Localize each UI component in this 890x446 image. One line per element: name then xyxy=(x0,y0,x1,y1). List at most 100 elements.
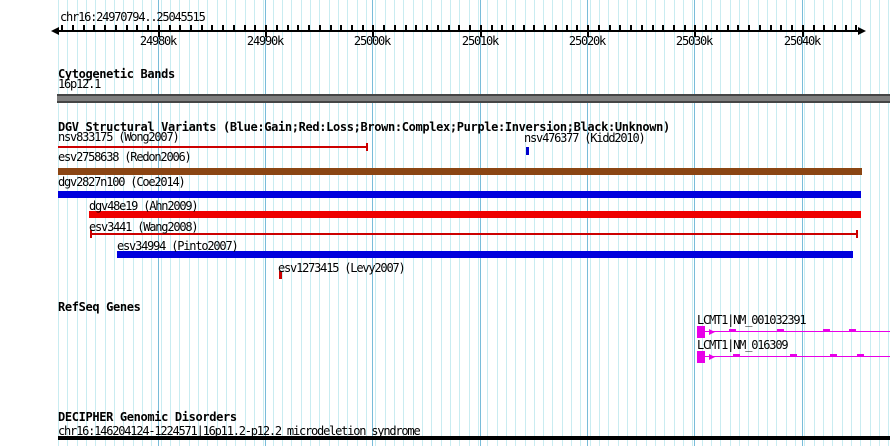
gridline-minor xyxy=(449,0,451,446)
ruler-tick-minor xyxy=(705,25,707,31)
ruler-tick-minor xyxy=(523,25,525,31)
gridline-minor xyxy=(571,0,573,446)
gridline-minor xyxy=(543,0,545,446)
LCMT1-NM_001032391-intron-line[interactable] xyxy=(705,331,890,332)
nsv476377-point[interactable] xyxy=(526,147,529,155)
LCMT1-NM_001032391-exon-block[interactable] xyxy=(697,326,705,338)
gridline-minor xyxy=(412,0,414,446)
gridline-minor xyxy=(431,0,433,446)
gridline-minor xyxy=(76,0,78,446)
ruler-tick-minor xyxy=(308,25,310,31)
gridline-minor xyxy=(197,0,199,446)
gridline-minor xyxy=(496,0,498,446)
ruler-tick-minor xyxy=(93,25,95,31)
ruler-tick-major xyxy=(480,25,482,37)
gridline-minor xyxy=(505,0,507,446)
cytogenetic-header: Cytogenetic Bands xyxy=(58,67,175,81)
gridline-minor xyxy=(328,0,330,446)
ruler-tick-major xyxy=(802,25,804,37)
ruler-tick-minor xyxy=(469,25,471,31)
gridline-minor xyxy=(599,0,601,446)
ruler-tick-major xyxy=(265,25,267,37)
ruler-tick-minor xyxy=(244,25,246,31)
gridline-minor xyxy=(785,0,787,446)
dgv48e19-bar[interactable] xyxy=(89,211,861,218)
esv34994-bar[interactable] xyxy=(117,251,853,258)
LCMT1-NM_001032391-exon-mark xyxy=(823,329,830,332)
gridline-minor xyxy=(459,0,461,446)
dgv2827n100-bar[interactable] xyxy=(58,191,861,198)
gridline-minor xyxy=(291,0,293,446)
LCMT1-NM_016309-intron-line[interactable] xyxy=(705,356,890,357)
gridline-minor xyxy=(879,0,881,446)
decipher-entry-label: chr16:146204124-1224571|16p11.2-p12.2 mi… xyxy=(58,424,421,438)
gridline-minor xyxy=(123,0,125,446)
ruler-tick-minor xyxy=(211,25,213,31)
gridline-minor xyxy=(104,0,106,446)
LCMT1-NM_016309-exon-block[interactable] xyxy=(697,351,705,363)
gridline-minor xyxy=(319,0,321,446)
ruler-tick-minor xyxy=(501,25,503,31)
ruler-tick-minor xyxy=(136,25,138,31)
nsv833175-line[interactable] xyxy=(58,146,367,148)
esv3441-line[interactable] xyxy=(90,233,857,235)
LCMT1-NM_016309-exon-mark xyxy=(790,354,797,357)
gridline-minor xyxy=(179,0,181,446)
gridline-minor xyxy=(440,0,442,446)
ruler-tick-minor xyxy=(512,25,514,31)
gridline-minor xyxy=(85,0,87,446)
refseq-header: RefSeq Genes xyxy=(58,300,141,314)
gridline-minor xyxy=(692,0,694,446)
gridline-minor xyxy=(720,0,722,446)
decipher-disorder-bar[interactable] xyxy=(58,436,890,440)
ruler-tick-minor xyxy=(458,25,460,31)
gridline-minor xyxy=(561,0,563,446)
gridline-minor xyxy=(813,0,815,446)
gridline-minor xyxy=(421,0,423,446)
gridline-minor xyxy=(823,0,825,446)
gridline-minor xyxy=(711,0,713,446)
gridline-minor xyxy=(58,0,59,446)
ruler-tick-minor xyxy=(684,25,686,31)
ruler-tick-minor xyxy=(83,25,85,31)
gridline-minor xyxy=(188,0,190,446)
ruler-axis-line xyxy=(58,30,860,32)
ruler-tick-minor xyxy=(855,25,857,31)
gridline-minor xyxy=(207,0,209,446)
gridline-minor xyxy=(95,0,97,446)
ruler-tick-minor xyxy=(104,25,106,31)
cytoband-bar[interactable] xyxy=(57,94,890,103)
gridline-minor xyxy=(225,0,227,446)
esv2758638-bar[interactable] xyxy=(58,168,862,175)
ruler-tick-minor xyxy=(609,25,611,31)
LCMT1-NM_016309-exon-mark xyxy=(857,354,864,357)
variant-label: esv1273415 (Levy2007) xyxy=(278,261,406,275)
gridline-minor xyxy=(151,0,153,446)
ruler-tick-minor xyxy=(233,25,235,31)
gridline-minor xyxy=(627,0,629,446)
ruler-tick-minor xyxy=(662,25,664,31)
gridline-major xyxy=(694,0,695,446)
cytoband-label: 16p12.1 xyxy=(58,77,101,91)
ruler-tick-minor xyxy=(716,25,718,31)
ruler-tick-minor xyxy=(61,25,63,31)
gridline-minor xyxy=(244,0,246,446)
variant-label: esv2758638 (Redon2006) xyxy=(58,150,192,164)
gridline-minor xyxy=(673,0,675,446)
nsv833175-end-tick xyxy=(366,143,368,151)
locus-title: chr16:24970794..25045515 xyxy=(60,10,206,24)
ruler-tick-minor xyxy=(748,25,750,31)
gridline-minor xyxy=(384,0,386,446)
variant-label: dgv48e19 (Ahn2009) xyxy=(89,199,199,213)
esv1273415-point[interactable] xyxy=(279,271,282,279)
LCMT1-NM_001032391-exon-mark xyxy=(777,329,784,332)
gridline-minor xyxy=(403,0,405,446)
ruler-tick-minor xyxy=(426,25,428,31)
gridline-minor xyxy=(608,0,610,446)
LCMT1-NM_016309-exon-mark xyxy=(830,354,837,357)
gridline-minor xyxy=(776,0,778,446)
ruler-tick-minor xyxy=(297,25,299,31)
gene-label: LCMT1|NM_016309 xyxy=(697,338,789,352)
gridline-minor xyxy=(683,0,685,446)
ruler-tick-minor xyxy=(319,25,321,31)
